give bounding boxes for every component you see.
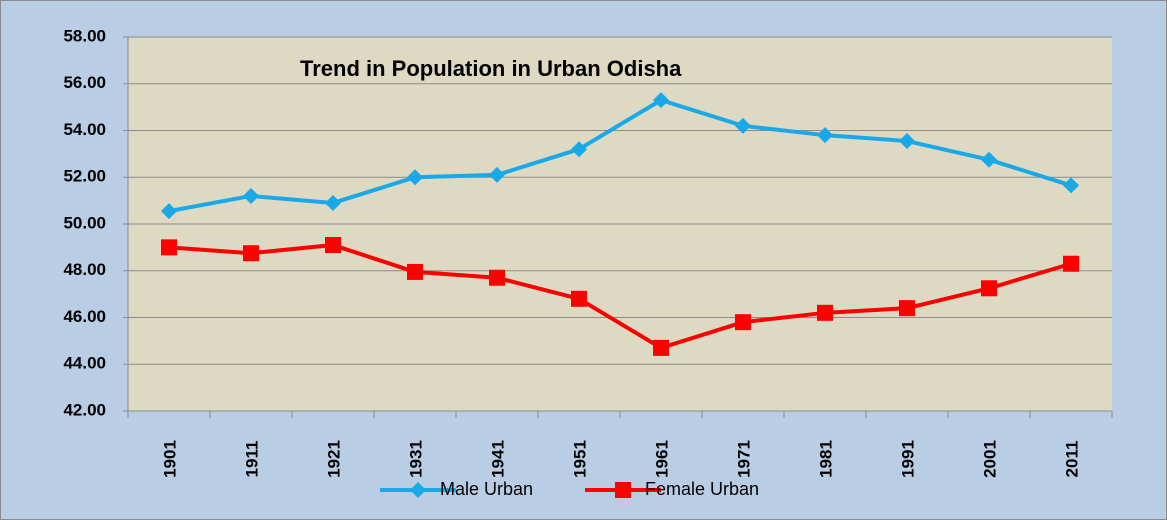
data-point [571,290,587,307]
data-point [161,203,177,220]
data-point [899,300,915,317]
data-point [489,166,505,183]
legend-label: Male Urban [440,479,533,499]
data-point [407,169,423,186]
data-point [243,245,259,262]
data-point [735,314,751,331]
data-point [325,237,341,254]
y-tick-label: 44.00 [63,354,106,373]
data-point [489,269,505,286]
y-tick-label: 54.00 [63,120,106,139]
y-tick-label: 50.00 [63,213,106,232]
x-tick-label: 1921 [324,440,343,478]
data-point [817,304,833,321]
series-line [168,243,1072,350]
y-tick-label: 46.00 [63,307,106,326]
legend-label: Female Urban [645,479,759,499]
data-point [653,92,669,109]
data-point [571,141,587,158]
y-tick-label: 58.00 [63,26,106,45]
x-tick-label: 1911 [242,441,261,478]
x-tick-label: 1961 [652,440,671,478]
data-point [735,117,751,134]
x-tick-label: 1951 [570,440,589,478]
y-tick-label: 42.00 [63,400,106,419]
data-point [1063,255,1079,272]
data-point [325,194,341,211]
x-tick-label: 2011 [1062,441,1081,478]
x-tick-label: 2001 [980,440,999,478]
x-tick-label: 1991 [898,440,917,478]
x-tick-label: 1901 [160,440,179,478]
data-point [243,187,259,204]
data-point [817,127,833,144]
data-point [899,133,915,150]
chart-title: Trend in Population in Urban Odisha [300,56,682,81]
legend-marker [615,482,631,498]
y-tick-label: 56.00 [63,73,106,92]
data-point [981,280,997,297]
x-tick-label: 1931 [406,440,425,478]
y-tick-label: 52.00 [63,167,106,186]
data-point [653,339,669,356]
data-point [407,263,423,280]
y-tick-label: 48.00 [63,260,106,279]
data-point [161,239,177,256]
x-tick-label: 1971 [734,440,753,478]
data-point [981,151,997,168]
legend-marker [410,482,426,498]
x-tick-label: 1941 [488,440,507,478]
series-line [168,98,1072,214]
data-point [1063,177,1079,194]
x-tick-label: 1981 [816,440,835,478]
